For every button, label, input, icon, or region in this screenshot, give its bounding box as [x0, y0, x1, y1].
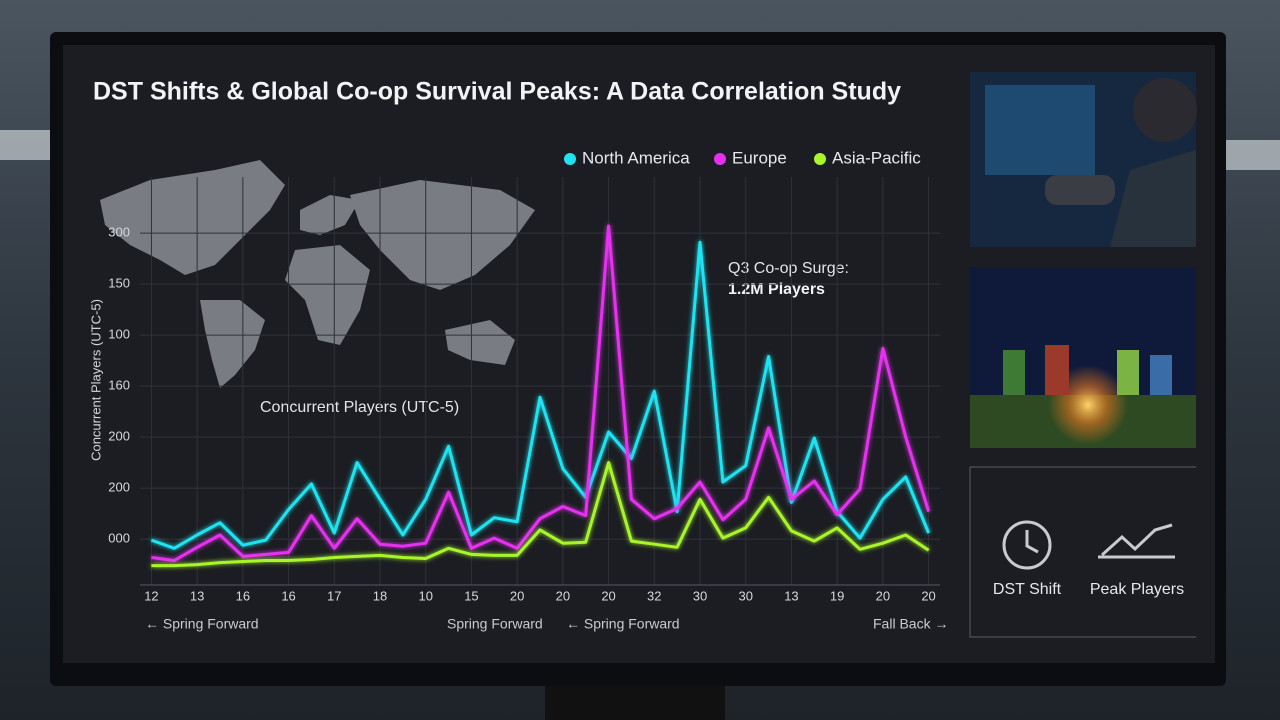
map-africa — [285, 245, 370, 345]
campfire-art-figure — [1117, 350, 1139, 395]
x-tick-label: 20 — [601, 588, 615, 603]
chart-title: DST Shifts & Global Co-op Survival Peaks… — [93, 78, 901, 106]
dst-marker: Spring Forward — [447, 616, 543, 632]
y-tick-label: 200 — [108, 429, 130, 444]
inner-label: Concurrent Players (UTC-5) — [260, 399, 459, 416]
x-tick-label: 16 — [281, 588, 295, 603]
legend-label: Asia-Pacific — [832, 148, 921, 167]
x-tick-label: 19 — [830, 588, 844, 603]
series-line — [151, 224, 931, 562]
y-tick-label: 000 — [108, 531, 130, 546]
campfire-art-figure — [1150, 355, 1172, 395]
icon-label: Peak Players — [1090, 581, 1184, 598]
x-tick-label: 20 — [510, 588, 524, 603]
legend-label: Europe — [732, 148, 787, 167]
y-tick-label: 100 — [108, 327, 130, 342]
legend-swatch — [814, 153, 826, 165]
legend-swatch — [714, 153, 726, 165]
y-tick-label: 160 — [108, 378, 130, 393]
y-tick-label: 150 — [108, 276, 130, 291]
x-tick-label: 18 — [373, 588, 387, 603]
x-tick-label: 13 — [784, 588, 798, 603]
map-north-america — [100, 160, 285, 275]
clock-icon-hands — [1025, 530, 1039, 554]
x-tick-label: 30 — [693, 588, 707, 603]
icon-panel — [969, 466, 1196, 638]
icon-label: DST Shift — [993, 581, 1062, 598]
x-tick-label: 15 — [464, 588, 478, 603]
x-tick-label: 13 — [190, 588, 204, 603]
x-tick-label: 30 — [738, 588, 752, 603]
legend-label: North America — [582, 148, 690, 167]
gamer-photo-head — [1133, 78, 1197, 142]
ceiling-light — [1225, 140, 1280, 170]
trend-icon — [1100, 523, 1173, 557]
map-australia — [445, 320, 515, 365]
x-tick-label: 20 — [556, 588, 570, 603]
x-tick-label: 10 — [418, 588, 432, 603]
campfire-art-figure — [1045, 345, 1069, 395]
series-line — [150, 240, 930, 550]
y-axis-label: Concurrent Players (UTC-5) — [88, 299, 103, 461]
legend-swatch — [564, 153, 576, 165]
dst-marker: ← Spring Forward — [145, 616, 259, 632]
annotation: 1.2M Players — [728, 281, 825, 298]
x-tick-label: 12 — [144, 588, 158, 603]
map-south-america — [200, 300, 265, 388]
gamer-photo-controller — [1045, 175, 1115, 205]
gamer-photo-monitor — [985, 85, 1095, 175]
clock-icon — [1002, 520, 1052, 570]
x-tick-label: 20 — [876, 588, 890, 603]
dst-marker: Fall Back → — [873, 616, 948, 632]
x-tick-label: 20 — [921, 588, 935, 603]
x-tick-label: 17 — [327, 588, 341, 603]
annotation: Q3 Co-op Surge: — [728, 260, 849, 277]
map-asia — [350, 180, 535, 290]
world-map — [100, 160, 535, 388]
monitor-stand — [545, 684, 725, 720]
campfire-art-figure — [1003, 350, 1025, 395]
x-tick-label: 16 — [236, 588, 250, 603]
series-line — [151, 461, 930, 568]
gamer-photo-body — [1110, 150, 1196, 247]
y-tick-label: 200 — [108, 480, 130, 495]
map-europe — [300, 195, 360, 235]
x-tick-label: 32 — [647, 588, 661, 603]
y-tick-label: 300 — [108, 225, 130, 240]
dst-marker: ← Spring Forward — [566, 616, 680, 632]
